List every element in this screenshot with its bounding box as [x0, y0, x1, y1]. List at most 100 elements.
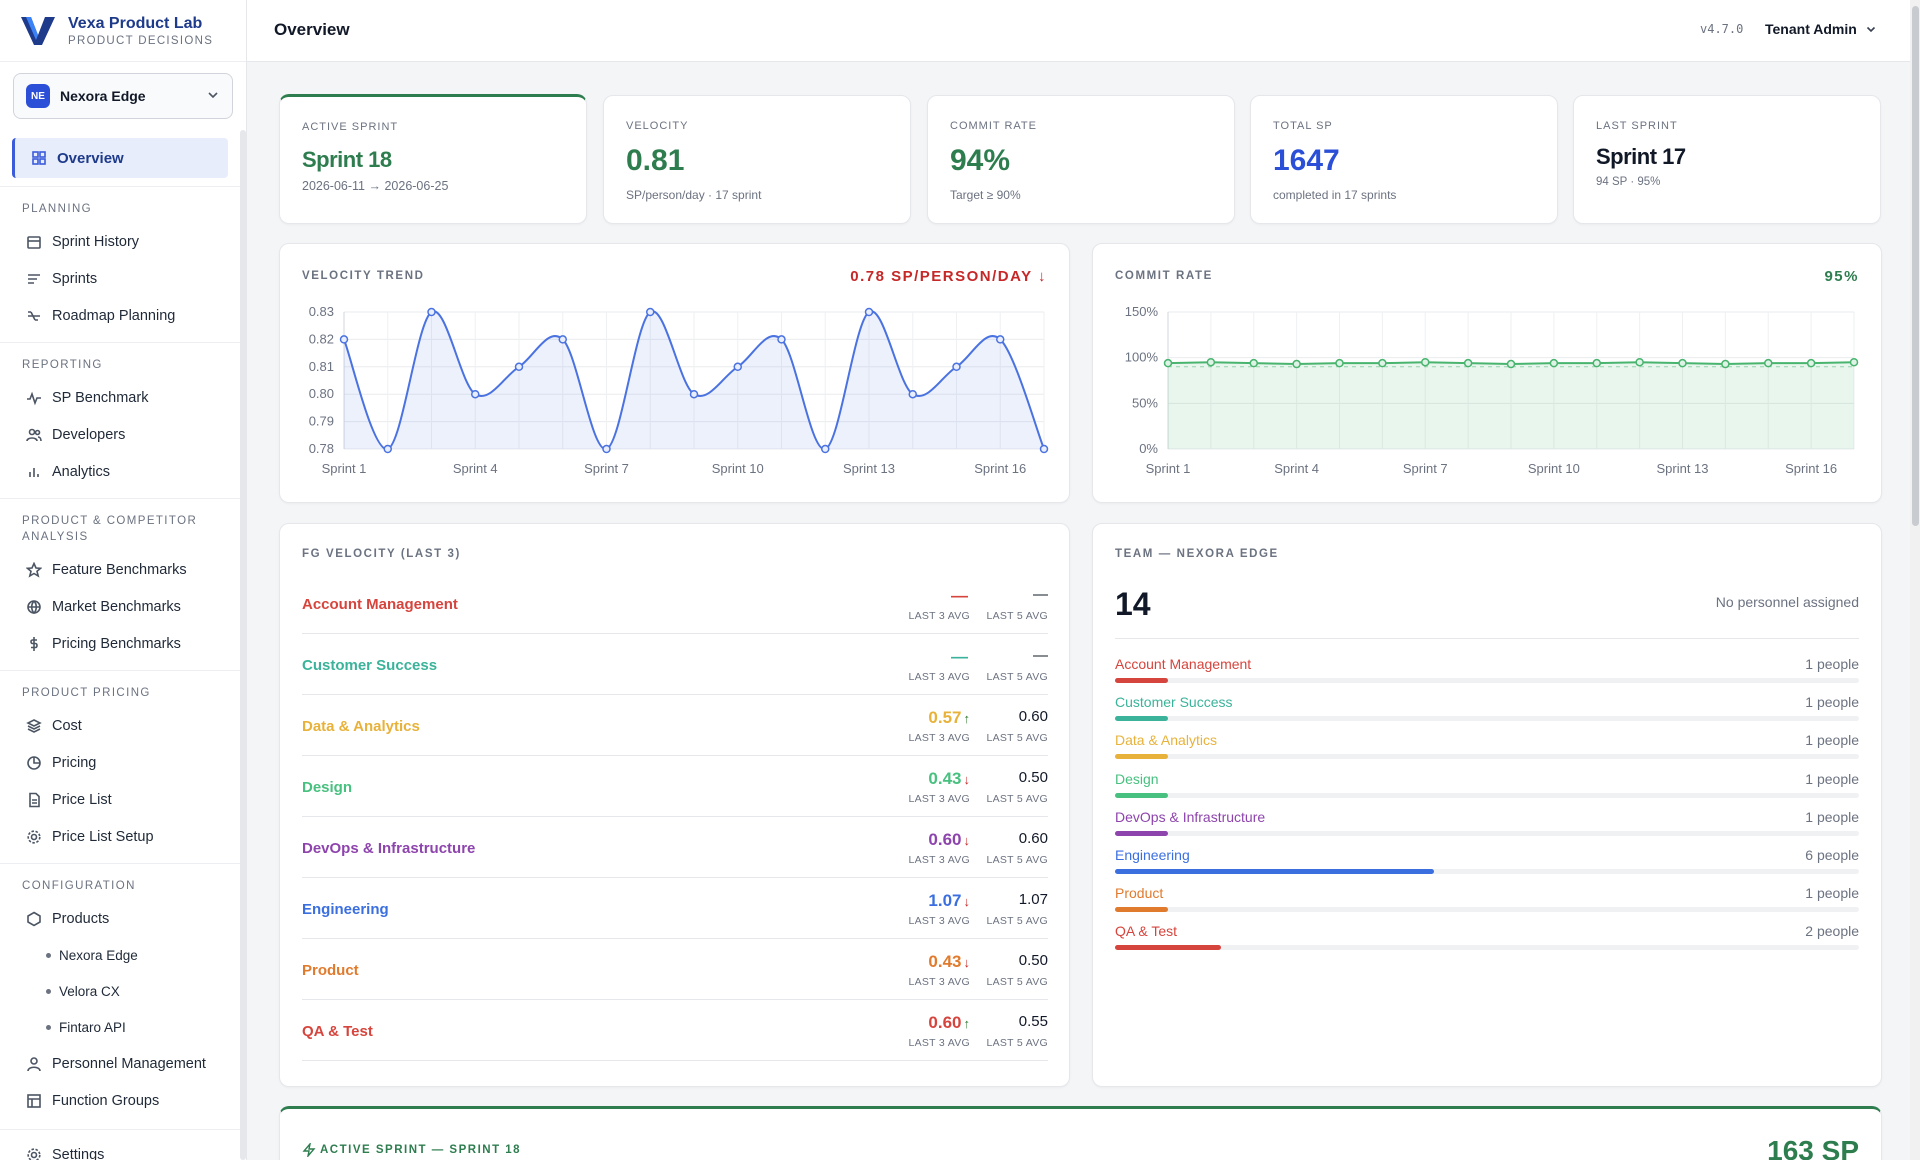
team-function-count: 1 people [1805, 732, 1859, 749]
sidebar-item-pricing-benchmarks[interactable]: Pricing Benchmarks [0, 625, 240, 662]
sidebar-item-label: Fintaro API [59, 1019, 126, 1035]
sidebar-item-price-list[interactable]: Price List [0, 781, 240, 818]
fg-velocity-row[interactable]: Design 0.43 ↓ LAST 3 AVG 0.50 LAST 5 AVG [302, 757, 1048, 817]
kpi-value: 94% [950, 144, 1011, 177]
kpi-sub: Target ≥ 90% [950, 188, 1021, 202]
page-scrollbar[interactable] [1910, 0, 1920, 1160]
sidebar-item-sprint-history[interactable]: Sprint History [0, 223, 240, 260]
fg-velocity-row[interactable]: DevOps & Infrastructure 0.60 ↓ LAST 3 AVG 0.… [302, 818, 1048, 878]
sidebar-scrollbar[interactable] [240, 130, 246, 1160]
team-row[interactable]: Design 1 people [1115, 771, 1859, 809]
hexagon-icon [27, 911, 41, 926]
sidebar-item-label: Feature Benchmarks [52, 561, 187, 578]
sidebar-item-developers[interactable]: Developers [0, 416, 240, 453]
sidebar-item-sprints[interactable]: Sprints [0, 260, 240, 297]
team-function-name: Design [1115, 770, 1159, 787]
team-row[interactable]: Engineering 6 people [1115, 847, 1859, 885]
data-point [1335, 358, 1344, 368]
team-bar-fill [1115, 830, 1169, 836]
settings-gear-icon [27, 1147, 41, 1160]
sidebar-item-function-groups[interactable]: Function Groups [0, 1082, 240, 1119]
data-point [1378, 358, 1387, 368]
fg-velocity-row[interactable]: Product 0.43 ↓ LAST 3 AVG 0.50 LAST 5 AVG [302, 940, 1048, 1000]
sidebar-item-feature-benchmarks[interactable]: Feature Benchmarks [0, 551, 240, 588]
x-tick-label: Sprint 4 [1274, 461, 1319, 476]
fg-velocity-row[interactable]: Customer Success — LAST 3 AVG — LAST 5 AVG [302, 635, 1048, 695]
kpi-active-sprint[interactable]: ACTIVE SPRINT Sprint 18 2026-06-11 → 202… [279, 94, 587, 224]
sidebar-item-cost[interactable]: Cost [0, 707, 240, 744]
team-bar-track [1115, 678, 1859, 683]
sidebar-subitem-nexora-edge[interactable]: Nexora Edge [0, 937, 240, 973]
team-bar-fill [1115, 792, 1169, 798]
trend-arrow-icon: ↓ [963, 955, 971, 970]
sidebar-subitem-velora-cx[interactable]: Velora CX [0, 973, 240, 1009]
fg-last5-value: 0.50 [1018, 952, 1048, 969]
sidebar-item-analytics[interactable]: Analytics [0, 453, 240, 490]
trend-arrow-icon: ↑ [963, 711, 971, 726]
sidebar-item-settings[interactable]: Settings [0, 1136, 240, 1160]
brand[interactable]: Vexa Product Lab PRODUCT DECISIONS [0, 0, 246, 62]
team-row[interactable]: Data & Analytics 1 people [1115, 732, 1859, 770]
sidebar-item-products[interactable]: Products [0, 900, 240, 937]
fg-last5-value: 0.60 [1018, 830, 1048, 847]
fg-last5-label: LAST 5 AVG [986, 671, 1048, 683]
fg-name: QA & Test [302, 1023, 373, 1040]
y-tick-label: 50% [1132, 395, 1158, 410]
kpi-label: TOTAL SP [1273, 120, 1333, 132]
data-point [602, 444, 611, 454]
sidebar-item-roadmap-planning[interactable]: Roadmap Planning [0, 297, 240, 334]
fg-last3-number: — [951, 647, 968, 666]
team-note: No personnel assigned [1715, 594, 1859, 610]
commit-rate-chart: 150% 100% 50% 0% Sprint 1 Sprint 4 Sprint 7 Spr… [1125, 304, 1859, 476]
data-point [1292, 359, 1301, 369]
bar-chart-icon [29, 467, 39, 477]
fg-last5-value: — [1033, 647, 1048, 664]
fg-name: Product [302, 962, 359, 979]
sidebar-item-market-benchmarks[interactable]: Market Benchmarks [0, 588, 240, 625]
trend-arrow-icon: ↓ [963, 772, 971, 787]
pie-chart-icon [27, 755, 41, 770]
team-row[interactable]: Product 1 people [1115, 885, 1859, 923]
sidebar-item-pricing[interactable]: Pricing [0, 744, 240, 781]
series-area [344, 311, 1044, 450]
data-point [646, 307, 655, 317]
kpi-commit-rate[interactable]: COMMIT RATE 94% Target ≥ 90% [927, 95, 1235, 224]
sidebar-subitem-fintaro-api[interactable]: Fintaro API [0, 1009, 240, 1045]
sidebar-item-sp-benchmark[interactable]: SP Benchmark [0, 379, 240, 416]
active-sprint-panel-value: 163 SP [1767, 1135, 1859, 1160]
fg-velocity-row[interactable]: Account Management — LAST 3 AVG — LAST 5 AVG [302, 574, 1048, 634]
team-row[interactable]: DevOps & Infrastructure 1 people [1115, 809, 1859, 847]
kpi-last-sprint[interactable]: LAST SPRINT Sprint 17 94 SP · 95% [1573, 95, 1881, 224]
data-point [777, 335, 786, 344]
active-sprint-panel-header: ACTIVE SPRINT — SPRINT 18 [302, 1143, 521, 1157]
commit-rate-card: COMMIT RATE 95% 150% 100% 50% 0% Sprint 1 Spr… [1092, 243, 1882, 503]
sidebar-item-price-list-setup[interactable]: Price List Setup [0, 818, 240, 855]
data-point [1421, 357, 1430, 367]
x-tick-label: Sprint 1 [1146, 461, 1191, 476]
fg-velocity-row[interactable]: QA & Test 0.60 ↑ LAST 3 AVG 0.55 LAST 5 AVG [302, 1001, 1048, 1061]
sidebar-item-overview[interactable]: Overview [12, 138, 228, 178]
user-menu[interactable]: Tenant Admin [1765, 21, 1877, 37]
team-function-name: Data & Analytics [1115, 732, 1217, 749]
page-scrollbar-thumb[interactable] [1912, 6, 1919, 526]
tenant-selector[interactable]: NE Nexora Edge [13, 73, 233, 119]
fg-velocity-row[interactable]: Engineering 1.07 ↓ LAST 3 AVG 1.07 LAST 5 AVG [302, 879, 1048, 939]
sidebar-item-label: Pricing Benchmarks [52, 635, 181, 652]
team-row[interactable]: Account Management 1 people [1115, 656, 1859, 694]
team-row[interactable]: Customer Success 1 people [1115, 694, 1859, 732]
kpi-velocity[interactable]: VELOCITY 0.81 SP/person/day · 17 sprint [603, 95, 911, 224]
sidebar-item-label: SP Benchmark [52, 389, 149, 406]
sidebar-item-label: Settings [52, 1146, 105, 1160]
nav-section-pricing: PRODUCT PRICING [0, 670, 240, 707]
fg-velocity-row[interactable]: Data & Analytics 0.57 ↑ LAST 3 AVG 0.60 LAST … [302, 696, 1048, 756]
sidebar-item-label: Sprint History [52, 233, 140, 250]
team-title: TEAM — NEXORA EDGE [1115, 548, 1279, 560]
sidebar-item-personnel-management[interactable]: Personnel Management [0, 1045, 240, 1082]
data-point [1206, 357, 1216, 367]
team-function-name: DevOps & Infrastructure [1115, 808, 1266, 825]
kpi-total-sp[interactable]: TOTAL SP 1647 completed in 17 sprints [1250, 95, 1558, 224]
document-icon [29, 792, 40, 807]
series-area [1168, 362, 1854, 449]
team-row[interactable]: QA & Test 2 people [1115, 923, 1859, 961]
data-point [427, 307, 436, 317]
